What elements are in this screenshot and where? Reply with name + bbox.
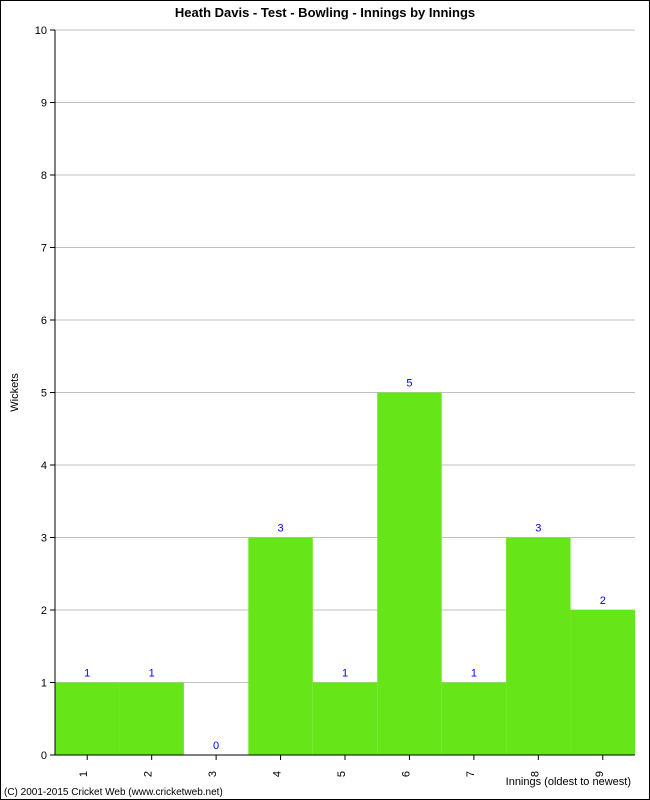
x-tick-label: 7 [465, 771, 477, 777]
bar [442, 683, 506, 756]
bar [248, 538, 312, 756]
bar [119, 683, 183, 756]
y-tick-label: 3 [41, 533, 47, 545]
x-axis-title: Innings (oldest to newest) [506, 776, 631, 788]
y-axis-title: Wickets [9, 373, 21, 412]
copyright-text: (C) 2001-2015 Cricket Web (www.cricketwe… [4, 787, 223, 798]
bar-value-label: 1 [149, 668, 155, 680]
bar [313, 683, 377, 756]
bar-value-label: 1 [84, 668, 90, 680]
bar-value-label: 5 [406, 378, 412, 390]
y-tick-label: 10 [35, 25, 47, 37]
chart-title: Heath Davis - Test - Bowling - Innings b… [175, 5, 475, 20]
x-tick-label: 5 [336, 771, 348, 777]
bar-value-label: 1 [471, 668, 477, 680]
chart-container: Heath Davis - Test - Bowling - Innings b… [0, 0, 650, 800]
bar [571, 610, 635, 755]
y-tick-label: 8 [41, 170, 47, 182]
x-tick-label: 3 [207, 771, 219, 777]
y-tick-label: 1 [41, 678, 47, 690]
bar [377, 393, 441, 756]
y-tick-label: 5 [41, 388, 47, 400]
bar-value-label: 1 [342, 668, 348, 680]
x-tick-label: 4 [272, 771, 284, 777]
bar [55, 683, 119, 756]
x-tick-label: 6 [400, 771, 412, 777]
bar [506, 538, 570, 756]
x-tick-label: 1 [78, 771, 90, 777]
bar-value-label: 0 [213, 740, 219, 752]
bar-value-label: 2 [600, 595, 606, 607]
bar-value-label: 3 [277, 523, 283, 535]
y-tick-label: 0 [41, 750, 47, 762]
y-tick-label: 7 [41, 243, 47, 255]
x-tick-label: 2 [143, 771, 155, 777]
y-tick-label: 6 [41, 315, 47, 327]
chart-svg: Heath Davis - Test - Bowling - Innings b… [0, 0, 650, 800]
bar-value-label: 3 [535, 523, 541, 535]
y-tick-label: 4 [41, 460, 47, 472]
y-tick-label: 9 [41, 98, 47, 110]
y-tick-label: 2 [41, 605, 47, 617]
